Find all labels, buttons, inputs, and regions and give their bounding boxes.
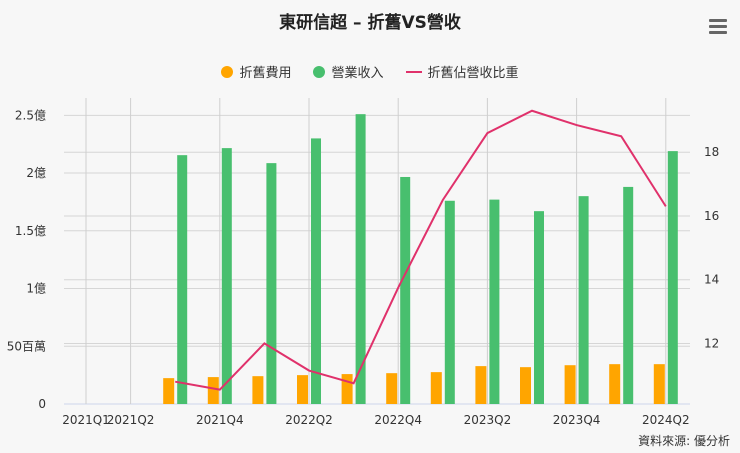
- left-tick-label: 0: [38, 397, 46, 411]
- revenue-bar: [534, 211, 544, 404]
- depreciation-bar: [430, 372, 442, 404]
- legend-marker: [405, 70, 422, 73]
- revenue-bar: [667, 151, 678, 404]
- chart-title: 東研信超 – 折舊VS營收: [279, 13, 461, 33]
- left-tick-label: 2億: [26, 166, 46, 180]
- revenue-bar: [444, 200, 455, 404]
- x-tick-label: 2022Q4: [374, 413, 422, 427]
- depreciation-bar: [163, 378, 175, 404]
- x-tick-label: 2021Q1: [62, 413, 110, 427]
- revenue-bar: [489, 199, 500, 404]
- revenue-bar: [578, 196, 589, 404]
- x-tick-label: 2021Q2: [107, 413, 155, 427]
- depreciation-bar: [653, 364, 665, 404]
- legend-item-depreciation[interactable]: 折舊費用: [221, 62, 291, 81]
- revenue-bar: [177, 155, 188, 404]
- left-tick-label: 1.5億: [15, 224, 46, 238]
- x-tick-label: 2023Q4: [553, 413, 601, 427]
- depreciation-bar: [252, 376, 264, 404]
- right-tick-label: 16: [704, 209, 719, 223]
- depreciation-bar: [609, 364, 621, 404]
- hamburger-menu-icon[interactable]: [709, 19, 727, 35]
- depreciation-bar: [520, 367, 531, 404]
- x-tick-label: 2023Q2: [464, 413, 512, 427]
- legend-marker: [313, 65, 326, 78]
- legend-label: 折舊佔營收比重: [427, 66, 519, 81]
- source-note: 資料來源: 優分析: [638, 434, 730, 448]
- legend: 折舊費用 營業收入 折舊佔營收比重: [0, 62, 740, 81]
- left-tick-label: 50百萬: [7, 339, 46, 353]
- legend-item-ratio[interactable]: 折舊佔營收比重: [405, 62, 519, 81]
- x-tick-label: 2024Q2: [642, 413, 690, 427]
- revenue-bar: [355, 114, 366, 404]
- depreciation-bar: [297, 375, 308, 404]
- right-tick-label: 12: [704, 336, 719, 350]
- legend-label: 營業收入: [331, 66, 384, 81]
- depreciation-bar: [564, 365, 576, 404]
- revenue-bar: [221, 148, 232, 404]
- left-tick-label: 2.5億: [15, 108, 46, 122]
- right-tick-label: 18: [704, 145, 719, 159]
- revenue-bar: [623, 186, 634, 404]
- revenue-bar: [266, 163, 277, 404]
- revenue-bar: [400, 176, 411, 404]
- x-tick-label: 2021Q4: [196, 413, 244, 427]
- right-tick-label: 14: [704, 273, 719, 287]
- depreciation-bar: [207, 377, 219, 404]
- legend-label: 折舊費用: [239, 66, 292, 81]
- x-tick-label: 2022Q2: [285, 413, 333, 427]
- legend-item-revenue[interactable]: 營業收入: [313, 62, 384, 81]
- depreciation-bar: [475, 366, 487, 404]
- revenue-bar: [311, 138, 321, 404]
- legend-marker: [221, 65, 234, 78]
- left-tick-label: 1億: [26, 282, 46, 296]
- depreciation-bar: [386, 373, 398, 404]
- ratio-line: [175, 109, 667, 391]
- depreciation-bar: [341, 374, 353, 404]
